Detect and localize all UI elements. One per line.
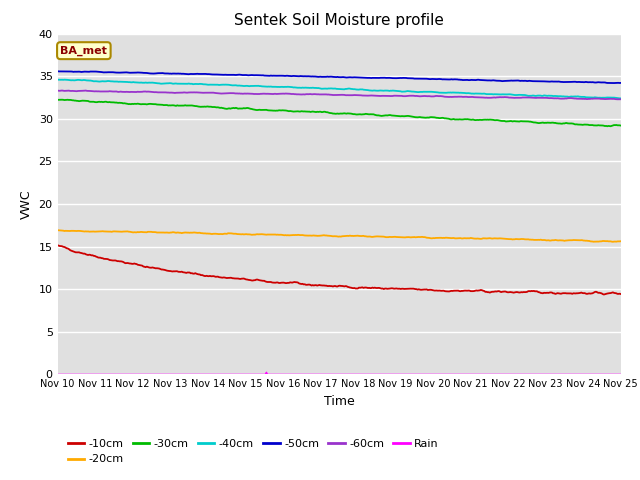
Y-axis label: VWC: VWC (20, 189, 33, 219)
Title: Sentek Soil Moisture profile: Sentek Soil Moisture profile (234, 13, 444, 28)
Legend: -10cm, -20cm, -30cm, -40cm, -50cm, -60cm, Rain: -10cm, -20cm, -30cm, -40cm, -50cm, -60cm… (63, 434, 443, 469)
X-axis label: Time: Time (324, 395, 355, 408)
Text: BA_met: BA_met (60, 46, 108, 56)
